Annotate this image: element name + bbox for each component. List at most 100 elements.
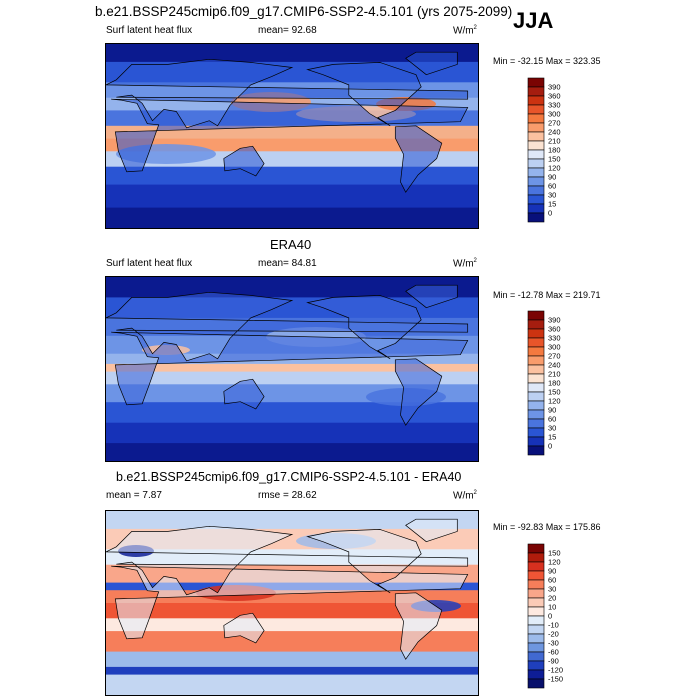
colorbar-swatch xyxy=(527,642,545,653)
colorbar-swatch xyxy=(527,373,545,384)
panel-model-minmax: Min = -32.15 Max = 323.35 xyxy=(493,56,601,66)
colorbar-swatch xyxy=(527,346,545,357)
panel-obs-units: W/m2 xyxy=(453,258,477,270)
colorbar-swatch xyxy=(527,185,545,196)
colorbar-tick-label: 360 xyxy=(548,92,561,101)
colorbar-tick-label: 0 xyxy=(548,442,552,451)
colorbar-tick-label: 15 xyxy=(548,200,556,209)
colorbar-swatch xyxy=(527,445,545,456)
colorbar-tick-label: -150 xyxy=(548,675,563,684)
panel-diff-title: b.e21.BSSP245cmip6.f09_g17.CMIP6-SSP2-4.… xyxy=(116,470,462,484)
panel-diff-minmax: Min = -92.83 Max = 175.86 xyxy=(493,522,601,532)
colorbar-tick-label: 240 xyxy=(548,128,561,137)
colorbar-tick-label: 210 xyxy=(548,370,561,379)
panel-obs-mean-label: mean= 84.81 xyxy=(258,258,317,269)
colorbar-tick-label: 390 xyxy=(548,83,561,92)
colorbar-tick-label: 20 xyxy=(548,594,556,603)
colorbar-tick-label: 240 xyxy=(548,361,561,370)
colorbar-swatch xyxy=(527,660,545,671)
colorbar-tick-label: 0 xyxy=(548,209,552,218)
colorbar-tick-label: 30 xyxy=(548,585,556,594)
colorbar-swatch xyxy=(527,400,545,411)
colorbar-tick-label: 30 xyxy=(548,191,556,200)
colorbar-swatch xyxy=(527,167,545,178)
colorbar-swatch xyxy=(527,678,545,689)
colorbar-tick-label: 60 xyxy=(548,576,556,585)
panel-model-colorbar: 390 360 330 300 270 240 210 180 150 120 90 60 30 15 0 xyxy=(527,77,588,224)
colorbar-tick-label: 390 xyxy=(548,316,561,325)
colorbar-tick-label: -90 xyxy=(548,657,559,666)
colorbar-tick-label: 210 xyxy=(548,137,561,146)
panel-obs-variable-label: Surf latent heat flux xyxy=(106,258,193,269)
colorbar-tick-label: 150 xyxy=(548,549,561,558)
colorbar-swatch xyxy=(527,77,545,88)
colorbar-swatch xyxy=(527,552,545,563)
panel-obs-minmax: Min = -12.78 Max = 219.71 xyxy=(493,290,601,300)
panel-model-map xyxy=(105,43,479,229)
colorbar-swatch xyxy=(527,382,545,393)
panel-model-title: b.e21.BSSP245cmip6.f09_g17.CMIP6-SSP2-4.… xyxy=(95,4,513,19)
colorbar-tick-label: 180 xyxy=(548,146,561,155)
colorbar-swatch xyxy=(527,194,545,205)
colorbar-tick-label: -10 xyxy=(548,621,559,630)
colorbar-swatch xyxy=(527,597,545,608)
colorbar-swatch xyxy=(527,588,545,599)
season-label: JJA xyxy=(513,8,554,33)
colorbar-swatch xyxy=(527,364,545,375)
panel-diff-map xyxy=(105,510,479,696)
colorbar-swatch xyxy=(527,122,545,133)
colorbar-swatch xyxy=(527,158,545,169)
colorbar-tick-label: 330 xyxy=(548,101,561,110)
colorbar-swatch xyxy=(527,310,545,321)
colorbar-swatch xyxy=(527,606,545,617)
colorbar-swatch xyxy=(527,409,545,420)
colorbar-swatch xyxy=(527,579,545,590)
colorbar-swatch xyxy=(527,615,545,626)
panel-diff-colorbar: 150 120 90 60 30 20 10 0 -10 -20 -30 -60 -90 -120 -150 xyxy=(527,543,588,690)
colorbar-tick-label: 60 xyxy=(548,182,556,191)
colorbar-swatch xyxy=(527,131,545,142)
colorbar-swatch xyxy=(527,651,545,662)
colorbar-swatch xyxy=(527,543,545,554)
colorbar-tick-label: -20 xyxy=(548,630,559,639)
colorbar-swatch xyxy=(527,319,545,330)
colorbar-swatch xyxy=(527,570,545,581)
colorbar-swatch xyxy=(527,86,545,97)
colorbar-swatch xyxy=(527,95,545,106)
panel-diff-mean-label: mean = 7.87 xyxy=(106,490,162,501)
colorbar-swatch xyxy=(527,436,545,447)
colorbar-tick-label: 90 xyxy=(548,173,556,182)
panel-obs-colorbar: 390 360 330 300 270 240 210 180 150 120 90 60 30 15 0 xyxy=(527,310,588,457)
panel-model-units: W/m2 xyxy=(453,25,477,37)
panel-obs-map xyxy=(105,276,479,462)
colorbar-tick-label: 300 xyxy=(548,343,561,352)
panel-diff-rmse-label: rmse = 28.62 xyxy=(258,490,317,501)
colorbar-swatch xyxy=(527,561,545,572)
colorbar-tick-label: 10 xyxy=(548,603,556,612)
colorbar-swatch xyxy=(527,633,545,644)
colorbar-swatch xyxy=(527,212,545,223)
colorbar-tick-label: -30 xyxy=(548,639,559,648)
colorbar-swatch xyxy=(527,624,545,635)
colorbar-tick-label: 90 xyxy=(548,406,556,415)
colorbar-tick-label: 180 xyxy=(548,379,561,388)
colorbar-swatch xyxy=(527,203,545,214)
colorbar-tick-label: 150 xyxy=(548,155,561,164)
panel-model-mean-label: mean= 92.68 xyxy=(258,25,317,36)
colorbar-tick-label: 30 xyxy=(548,424,556,433)
colorbar-tick-label: 270 xyxy=(548,352,561,361)
colorbar-tick-label: 0 xyxy=(548,612,552,621)
colorbar-tick-label: 360 xyxy=(548,325,561,334)
coastline xyxy=(106,284,469,426)
colorbar-swatch xyxy=(527,427,545,438)
colorbar-swatch xyxy=(527,391,545,402)
colorbar-tick-label: 330 xyxy=(548,334,561,343)
coastline xyxy=(106,518,469,660)
coastline xyxy=(106,51,469,193)
colorbar-swatch xyxy=(527,328,545,339)
colorbar-tick-label: 90 xyxy=(548,567,556,576)
colorbar-tick-label: -60 xyxy=(548,648,559,657)
colorbar-swatch xyxy=(527,140,545,151)
colorbar-tick-label: 150 xyxy=(548,388,561,397)
colorbar-swatch xyxy=(527,113,545,124)
